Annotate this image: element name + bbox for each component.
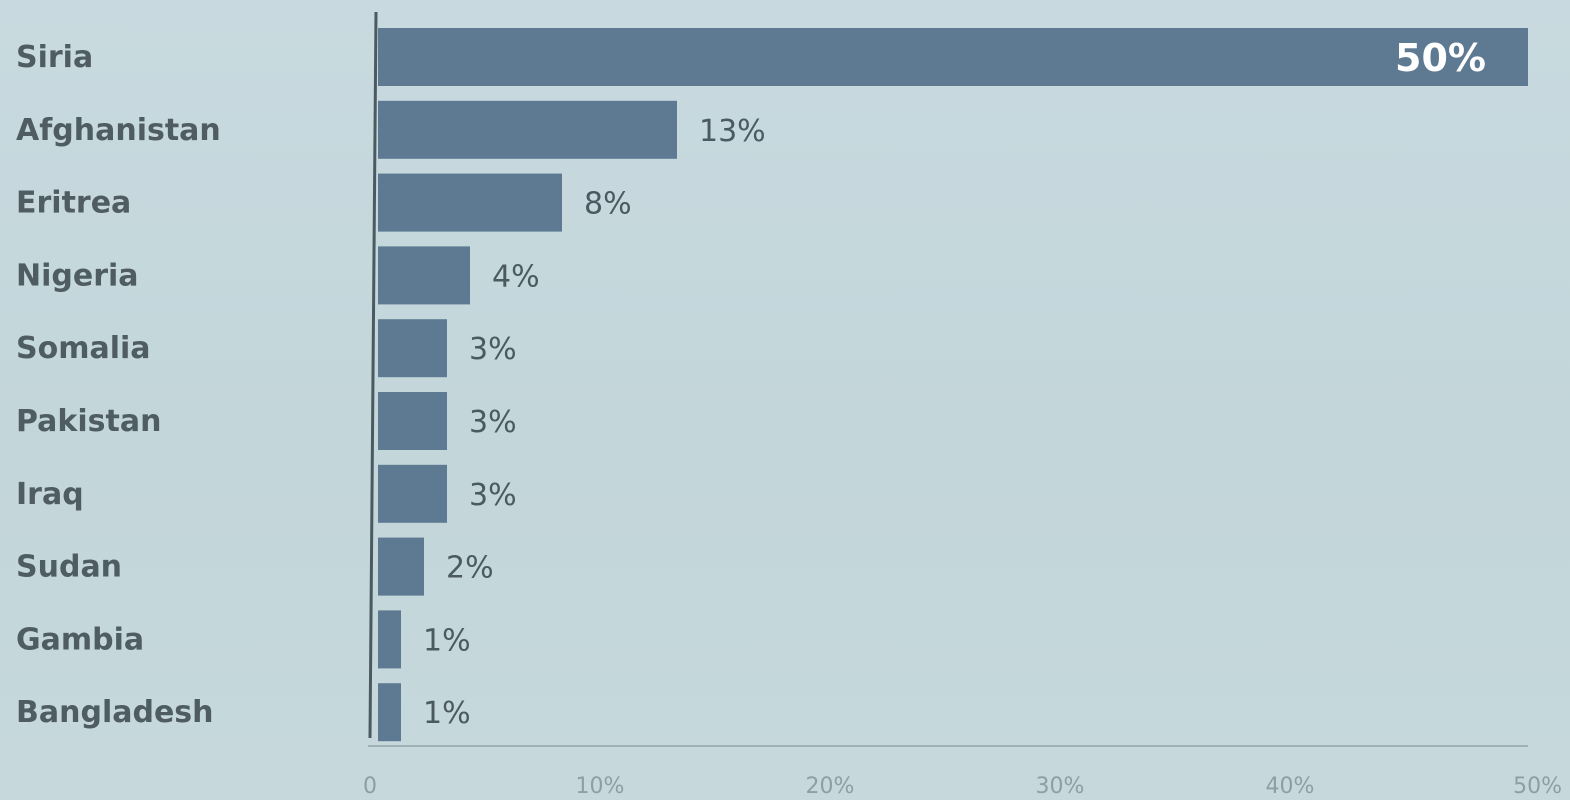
x-tick-labels: 0 10% 20% 30% 40% 50% (363, 774, 1562, 799)
category-label-iraq: Iraq (16, 477, 84, 512)
value-label-siria: 50% (1395, 36, 1486, 80)
category-label-somalia: Somalia (16, 331, 151, 366)
category-label-pakistan: Pakistan (16, 404, 161, 439)
category-labels: Siria Afghanistan Eritrea Nigeria Somalia Pak… (16, 40, 221, 730)
value-label-nigeria: 4% (492, 259, 540, 294)
category-label-sudan: Sudan (16, 550, 122, 585)
value-label-bangladesh: 1% (423, 696, 471, 731)
bar-afghanistan (378, 100, 677, 159)
category-label-eritrea: Eritrea (16, 186, 131, 221)
value-label-gambia: 1% (423, 623, 471, 658)
x-tick-label-5: 50% (1513, 774, 1562, 799)
bar-eritrea (378, 173, 562, 232)
axis-layer (368, 11, 1528, 747)
category-label-siria: Siria (16, 40, 93, 75)
bar-sudan (378, 537, 424, 596)
value-label-iraq: 3% (469, 478, 517, 513)
bar-iraq (378, 464, 447, 523)
bar-pakistan (378, 392, 447, 450)
x-tick-label-3: 30% (1036, 774, 1085, 799)
bars-layer (378, 28, 1528, 742)
bar-siria (378, 28, 1528, 86)
value-label-pakistan: 3% (469, 405, 517, 440)
y-axis-line (368, 11, 378, 739)
value-label-eritrea: 8% (584, 187, 632, 222)
category-label-bangladesh: Bangladesh (16, 695, 214, 730)
value-labels: 50% 13% 8% 4% 3% 3% 3% 2% 1% 1% (423, 36, 1486, 731)
x-tick-label-2: 20% (806, 774, 855, 799)
bar-somalia (378, 319, 447, 378)
bar-nigeria (378, 246, 470, 305)
x-tick-label-1: 10% (576, 774, 625, 799)
category-label-afghanistan: Afghanistan (16, 113, 221, 148)
value-label-sudan: 2% (446, 551, 494, 586)
value-label-somalia: 3% (469, 332, 517, 367)
x-tick-label-4: 40% (1266, 774, 1315, 799)
value-label-afghanistan: 13% (699, 114, 766, 149)
category-label-nigeria: Nigeria (16, 258, 139, 293)
category-label-gambia: Gambia (16, 622, 144, 657)
bar-gambia (378, 610, 401, 669)
x-tick-label-0: 0 (363, 774, 377, 799)
bar-bangladesh (378, 683, 401, 742)
